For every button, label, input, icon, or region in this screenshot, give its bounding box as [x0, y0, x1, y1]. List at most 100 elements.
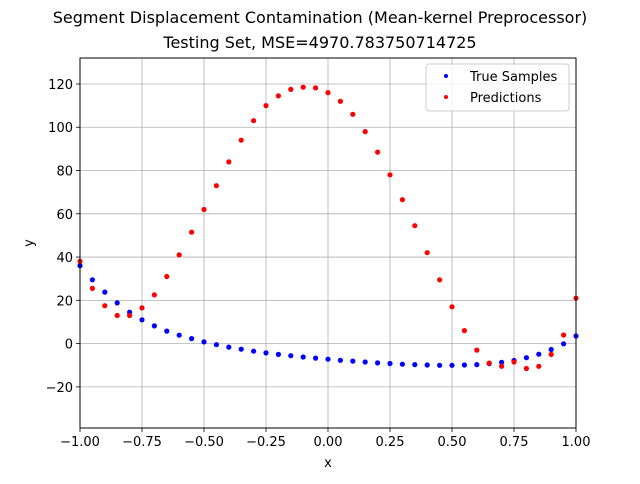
true-sample-point [474, 362, 480, 368]
true-sample-point [424, 362, 430, 368]
legend-box [425, 63, 570, 112]
x-axis-label: x [324, 456, 332, 471]
y-tick-label: 20 [56, 294, 73, 309]
true-sample-point [437, 362, 443, 368]
true-sample-point [412, 362, 418, 368]
prediction-point [251, 118, 257, 124]
true-sample-point [325, 356, 331, 362]
prediction-point [263, 103, 269, 109]
true-sample-point [375, 360, 381, 366]
true-sample-point [89, 277, 95, 283]
prediction-point [412, 223, 418, 229]
prediction-point [548, 351, 554, 357]
true-samples-series [77, 263, 579, 368]
true-sample-point [387, 360, 393, 367]
true-sample-point [238, 346, 244, 352]
true-sample-point [536, 351, 542, 357]
true-sample-point [362, 359, 368, 365]
prediction-point [127, 312, 133, 319]
prediction-point [201, 206, 207, 213]
prediction-point [437, 277, 443, 283]
legend: True Samples Predictions [425, 63, 570, 112]
x-tick-label: 0.75 [500, 435, 529, 450]
prediction-point [375, 149, 381, 155]
y-tick-label: 100 [48, 121, 73, 136]
true-sample-point [548, 346, 554, 353]
x-tick-label: 0.25 [376, 435, 405, 450]
y-axis-label: y [22, 239, 37, 247]
prediction-point [424, 250, 430, 256]
chart-subtitle: Testing Set, MSE=4970.783750714725 [162, 33, 476, 52]
true-sample-point [399, 361, 405, 367]
y-tick-label: 0 [65, 338, 73, 353]
true-sample-point [164, 328, 170, 334]
prediction-point [313, 85, 319, 91]
true-sample-point [561, 341, 567, 347]
x-tick-label: 0.50 [438, 435, 467, 450]
prediction-point [89, 285, 95, 291]
true-sample-point [300, 354, 306, 360]
prediction-point [325, 90, 331, 96]
prediction-point [114, 312, 120, 319]
prediction-point [523, 365, 530, 372]
true-sample-point [251, 348, 257, 354]
y-tick-label: 40 [56, 251, 73, 266]
x-tick-label: 1.00 [562, 435, 591, 450]
legend-marker-predictions [444, 95, 448, 99]
predictions-series [77, 84, 579, 372]
true-sample-point [461, 362, 467, 368]
legend-label-true-samples: True Samples [469, 70, 557, 85]
prediction-point [387, 172, 393, 178]
x-tick-label: −0.25 [246, 435, 286, 450]
true-sample-point [313, 355, 319, 361]
x-tick-label: −0.50 [184, 435, 224, 450]
y-tick-label: −20 [46, 381, 73, 396]
true-sample-point [523, 355, 530, 361]
prediction-point [449, 304, 455, 310]
true-sample-point [102, 289, 108, 295]
prediction-point [511, 359, 517, 365]
prediction-point [288, 86, 294, 92]
prediction-point [275, 93, 281, 99]
prediction-point [536, 363, 542, 369]
true-sample-point [151, 323, 157, 329]
y-tick-label: 120 [48, 78, 73, 93]
true-sample-point [337, 357, 343, 363]
legend-label-predictions: Predictions [470, 91, 542, 106]
prediction-point [362, 129, 368, 135]
true-sample-point [176, 332, 182, 338]
prediction-point [499, 363, 505, 369]
prediction-point [399, 197, 405, 203]
x-tick-label: −1.00 [60, 435, 100, 450]
x-tick-label: −0.75 [122, 435, 162, 450]
chart-title: Segment Displacement Contamination (Mean… [53, 8, 588, 27]
true-sample-point [226, 344, 232, 350]
prediction-point [486, 360, 492, 366]
true-sample-point [201, 339, 207, 345]
legend-marker-true-samples [444, 74, 448, 78]
true-sample-point [449, 362, 455, 368]
true-sample-point [275, 351, 281, 357]
x-axis-ticks: −1.00 −0.75 −0.50 −0.25 0.00 0.25 0.50 0.75 1.00 [60, 428, 590, 450]
prediction-point [226, 159, 232, 165]
prediction-point [461, 328, 467, 334]
prediction-point [238, 137, 244, 143]
true-sample-point [288, 353, 294, 359]
true-sample-point [499, 359, 505, 365]
y-axis-ticks: −20 0 20 40 60 80 100 120 [46, 78, 80, 396]
prediction-point [102, 303, 108, 309]
y-tick-label: 60 [56, 208, 73, 223]
prediction-point [151, 292, 157, 298]
true-sample-point [114, 300, 120, 306]
true-sample-point [213, 342, 219, 348]
true-sample-point [263, 350, 269, 356]
prediction-point [337, 98, 343, 104]
prediction-point [474, 347, 480, 353]
prediction-point [189, 229, 195, 235]
prediction-point [300, 84, 306, 90]
y-tick-label: 80 [56, 165, 73, 180]
prediction-point [561, 332, 567, 338]
prediction-point [350, 111, 356, 117]
